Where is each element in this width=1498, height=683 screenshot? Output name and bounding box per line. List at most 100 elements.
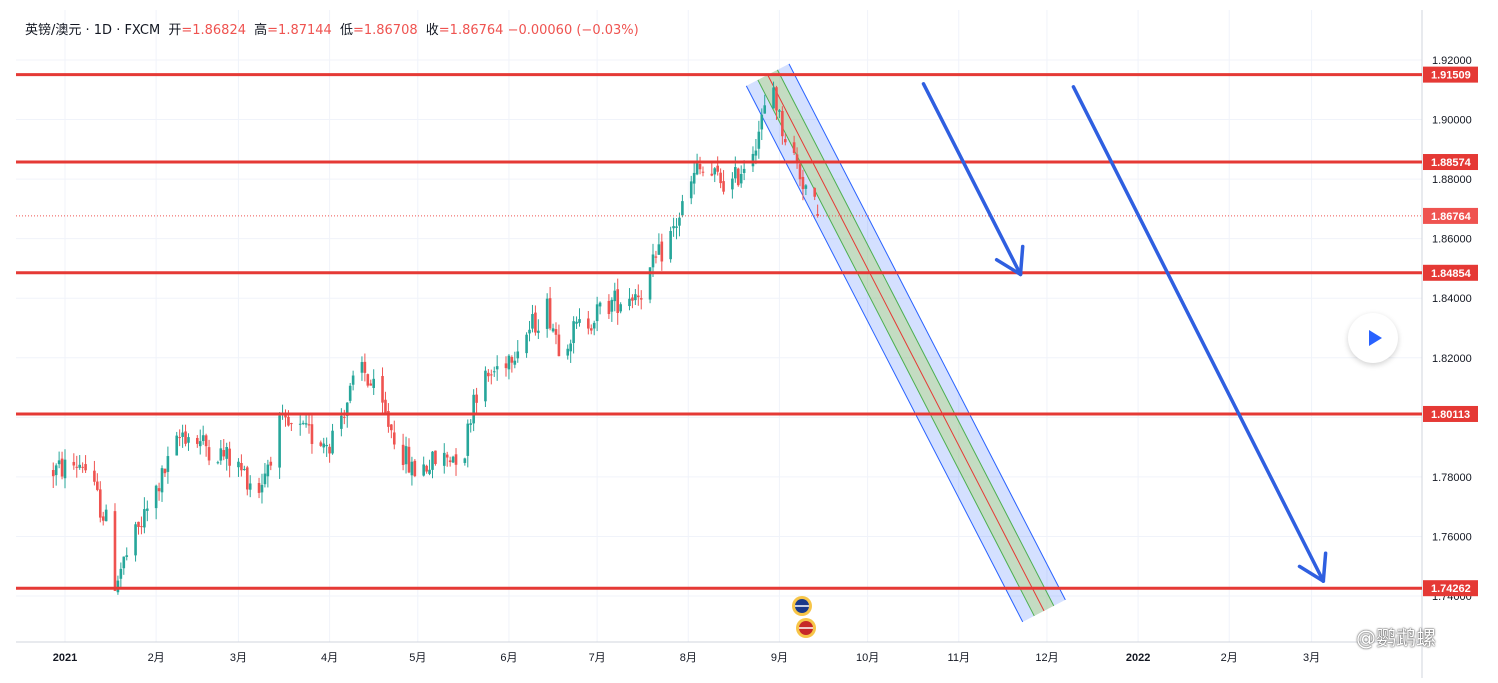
- candle-body: [325, 444, 328, 447]
- price-tick-label: 1.92000: [1432, 55, 1472, 67]
- candle-up: [187, 433, 190, 451]
- candle-down: [534, 305, 537, 336]
- candle-down: [660, 233, 664, 271]
- candle-body: [731, 178, 734, 190]
- candle-body: [257, 483, 261, 493]
- time-tick-label: 5月: [409, 652, 426, 664]
- candle-down: [51, 462, 55, 489]
- candle-up: [348, 382, 352, 404]
- candle-up: [537, 319, 540, 339]
- candle-down: [290, 422, 293, 432]
- play-icon: [1369, 330, 1382, 346]
- candle-body: [84, 464, 87, 471]
- candle-body: [201, 435, 205, 442]
- candle-body: [175, 435, 179, 456]
- candle-up: [143, 497, 146, 534]
- candle-down: [554, 322, 558, 345]
- symbol-name[interactable]: 英镑/澳元 · 1D · FXCM: [25, 23, 161, 38]
- arrow-shaft: [921, 82, 1023, 277]
- candle-body: [763, 105, 767, 114]
- candle-down: [716, 156, 719, 176]
- candle-body: [760, 114, 764, 130]
- candle-body: [575, 321, 578, 324]
- candle-body: [340, 415, 343, 429]
- candle-down: [163, 468, 167, 478]
- candle-body: [775, 87, 778, 111]
- candle-up: [198, 429, 202, 455]
- candle-down: [448, 456, 452, 467]
- candle-body: [78, 464, 81, 468]
- candle-body: [531, 314, 534, 329]
- candle-down: [722, 170, 725, 195]
- candle-body: [431, 451, 434, 470]
- candle-body: [434, 450, 437, 465]
- candle-body: [551, 328, 555, 332]
- candle-body: [681, 201, 684, 216]
- candle-down: [792, 135, 796, 156]
- channel-center-line: [767, 74, 1045, 612]
- candle-up: [513, 351, 517, 369]
- candle-down: [557, 324, 561, 357]
- candle-up: [298, 415, 302, 436]
- candle-down: [654, 250, 658, 264]
- candle-down: [813, 187, 816, 201]
- change-value: −0.00060 (−0.03%): [507, 23, 639, 38]
- candle-body: [425, 465, 428, 472]
- candle-body: [387, 411, 390, 427]
- candle-body: [154, 485, 158, 509]
- time-tick-label: 6月: [500, 652, 517, 664]
- candle-body: [778, 110, 781, 112]
- candle-down: [413, 459, 417, 478]
- candle-body: [163, 468, 167, 474]
- candle-body: [669, 230, 672, 260]
- time-tick-label: 7月: [589, 652, 606, 664]
- play-button[interactable]: [1348, 313, 1398, 363]
- candle-up: [325, 437, 328, 457]
- close-value: =1.86764: [438, 23, 504, 38]
- candle-up: [675, 218, 678, 240]
- candles: [51, 81, 819, 595]
- candle-body: [466, 423, 470, 456]
- candle-down: [319, 440, 323, 447]
- candle-down: [184, 424, 187, 447]
- candle-down: [587, 310, 590, 335]
- candle-up: [484, 366, 487, 408]
- candle-body: [263, 473, 267, 485]
- candle-down: [775, 85, 778, 120]
- candle-body: [348, 385, 352, 401]
- candle-body: [51, 470, 55, 477]
- candle-body: [98, 489, 102, 518]
- candle-body: [719, 172, 722, 184]
- candle-up: [122, 556, 126, 575]
- candle-up: [495, 355, 499, 381]
- candle-body: [445, 454, 449, 458]
- candle-up: [713, 167, 717, 183]
- symbol-header: 英镑/澳元 · 1D · FXCM 开=1.86824 高=1.87144 低=…: [25, 19, 639, 38]
- candle-up: [525, 332, 528, 358]
- candle-body: [410, 461, 414, 476]
- candle-body: [407, 446, 411, 473]
- candle-body: [381, 376, 384, 403]
- candle-up: [410, 456, 414, 486]
- candle-body: [113, 511, 117, 591]
- candle-down: [307, 415, 311, 434]
- candle-body: [557, 334, 561, 357]
- candle-body: [248, 483, 252, 490]
- candle-down: [310, 414, 314, 454]
- candle-body: [713, 168, 717, 175]
- candle-up: [104, 504, 108, 522]
- candle-down: [343, 409, 346, 425]
- candle-up: [634, 288, 637, 306]
- candle-up: [146, 500, 149, 522]
- candle-up: [739, 165, 743, 188]
- candle-body: [716, 165, 719, 172]
- candle-down: [113, 503, 117, 592]
- price-tag-bg: [1423, 405, 1478, 422]
- candle-body: [660, 241, 664, 262]
- candle-body: [675, 226, 678, 228]
- candle-down: [240, 454, 243, 477]
- candle-body: [237, 461, 240, 468]
- candle-body: [196, 437, 199, 444]
